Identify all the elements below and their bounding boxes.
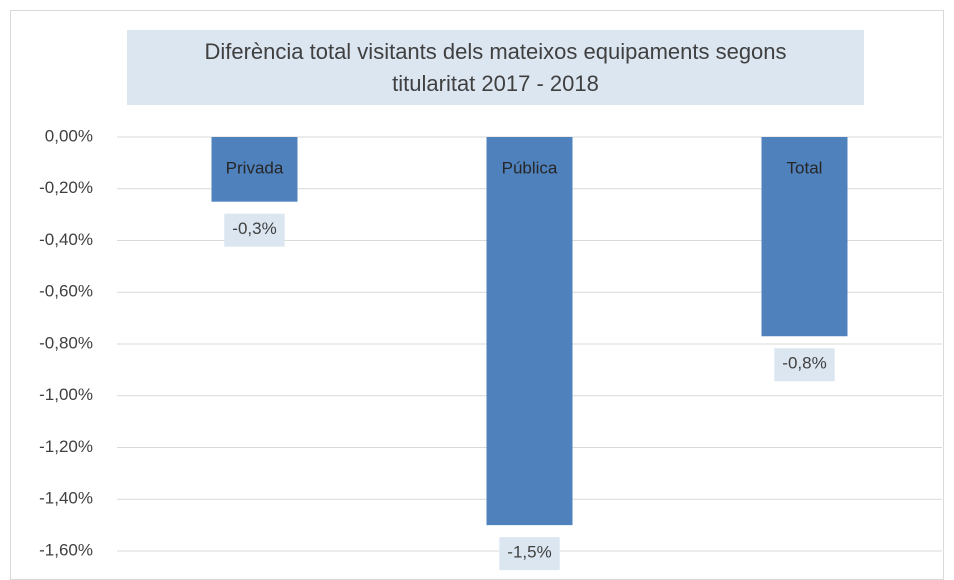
- category-label: Privada: [226, 158, 284, 177]
- y-tick-label: -1,40%: [39, 489, 93, 508]
- value-label-bg: [499, 537, 560, 571]
- bar: [486, 137, 573, 526]
- value-label: -0,8%: [782, 354, 826, 373]
- value-label: -1,5%: [507, 543, 551, 562]
- value-label-bg: [774, 348, 835, 382]
- chart-title: Diferència total visitants dels mateixos…: [127, 30, 864, 105]
- category-label: Total: [787, 158, 823, 177]
- value-label: -0,3%: [232, 219, 276, 238]
- y-tick-label: -1,20%: [39, 437, 93, 456]
- y-tick-label: 0,00%: [45, 126, 93, 145]
- y-tick-label: -0,80%: [39, 333, 93, 352]
- y-tick-label: -0,60%: [39, 282, 93, 301]
- bar: [761, 137, 848, 337]
- bar: [211, 137, 298, 202]
- value-label-bg: [224, 213, 285, 247]
- y-tick-label: -1,00%: [39, 385, 93, 404]
- category-label: Pública: [502, 158, 558, 177]
- y-tick-label: -1,60%: [39, 540, 93, 559]
- y-tick-label: -0,40%: [39, 230, 93, 249]
- y-tick-label: -0,20%: [39, 178, 93, 197]
